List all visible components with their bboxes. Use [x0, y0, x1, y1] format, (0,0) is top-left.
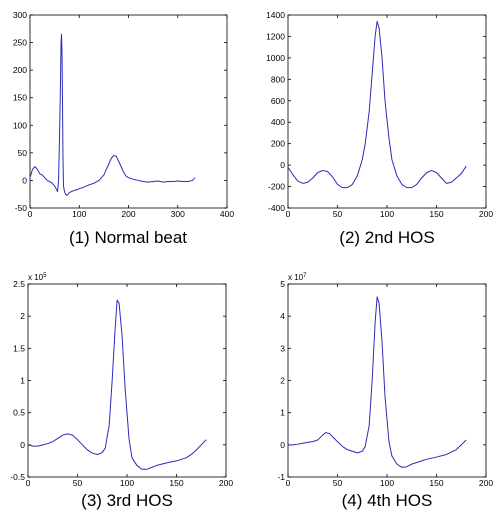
x-tick-label: 0 — [286, 478, 291, 488]
x-tick-label: 400 — [220, 209, 234, 219]
x-tick-label: 100 — [72, 209, 86, 219]
y-tick-label: -400 — [268, 203, 285, 213]
x-tick-label: 0 — [286, 209, 291, 219]
x-tick-label: 200 — [219, 478, 233, 488]
panel-3rd-hos: 0 50 100 150 200-0.500.511.522.5 x 105 (3) 3… — [10, 273, 233, 510]
exponent-power: 5 — [43, 273, 47, 279]
y-tick-label: 0 — [20, 440, 25, 450]
y-tick-label: 300 — [13, 10, 27, 20]
y-tick-label: 5 — [280, 279, 285, 289]
x-tick-label: 100 — [380, 478, 394, 488]
y-tick-label: 0 — [280, 160, 285, 170]
x-tick-label: 200 — [121, 209, 135, 219]
y-tick-label: 2 — [20, 311, 25, 321]
y-tick-label: 600 — [271, 96, 285, 106]
y-tick-label: 4 — [280, 311, 285, 321]
panel-caption: (2) 2nd HOS — [339, 228, 434, 247]
x-tick-label: 150 — [429, 478, 443, 488]
tick-group: 0 50 100 150 200-0.500.511.522.5 — [10, 279, 233, 488]
plot-frame — [27, 283, 227, 478]
y-tick-label: -1 — [277, 472, 285, 482]
y-tick-label: 3 — [280, 343, 285, 353]
x-tick-label: 50 — [333, 209, 343, 219]
y-tick-label: 50 — [18, 148, 28, 158]
y-tick-label: 0 — [280, 440, 285, 450]
x-tick-label: 50 — [73, 478, 83, 488]
y-tick-label: 1000 — [266, 53, 285, 63]
y-tick-label: 100 — [13, 120, 27, 130]
y-tick-label: 1 — [20, 376, 25, 386]
y-tick-label: -50 — [15, 203, 28, 213]
y-tick-label: 800 — [271, 74, 285, 84]
y-tick-label: 2.5 — [13, 279, 25, 289]
exponent-base: x 10 — [288, 273, 304, 282]
panel-2nd-hos: 0 50 100 150 200 -400 -200 0 200 400 600 800 1000 120… — [266, 10, 493, 247]
series-line — [29, 33, 196, 196]
exponent-power: 7 — [303, 273, 307, 279]
y-tick-label: 1400 — [266, 10, 285, 20]
x-tick-label: 50 — [333, 478, 343, 488]
x-tick-label: 300 — [171, 209, 185, 219]
x-tick-label: 200 — [479, 478, 493, 488]
y-tick-label: 0 — [22, 175, 27, 185]
tick-group: 0 50 100 150 200 -400 -200 0 200 400 600 800 1000 120… — [266, 10, 493, 219]
series-line — [287, 20, 467, 189]
y-tick-label: 150 — [13, 93, 27, 103]
series-line — [288, 296, 467, 468]
series-line — [27, 299, 207, 470]
axis-exponent: x 105 — [28, 273, 47, 282]
y-tick-label: 400 — [271, 117, 285, 127]
plot-frame — [287, 14, 487, 209]
x-tick-label: 200 — [479, 209, 493, 219]
y-tick-label: 2 — [280, 376, 285, 386]
x-tick-label: 0 — [28, 209, 33, 219]
y-tick-label: 200 — [271, 139, 285, 149]
y-tick-label: 0.5 — [13, 408, 25, 418]
y-tick-label: 1 — [280, 408, 285, 418]
y-tick-label: 1.5 — [13, 343, 25, 353]
x-tick-label: 150 — [429, 209, 443, 219]
y-tick-label: 200 — [13, 65, 27, 75]
plot-frame — [287, 283, 487, 478]
panel-caption: (3) 3rd HOS — [81, 491, 173, 510]
y-tick-label: 1200 — [266, 31, 285, 41]
y-tick-label: -0.5 — [10, 472, 25, 482]
x-tick-label: 100 — [380, 209, 394, 219]
y-tick-label: 250 — [13, 38, 27, 48]
y-tick-label: -200 — [268, 182, 285, 192]
panel-caption: (4) 4th HOS — [342, 491, 433, 510]
x-tick-label: 100 — [120, 478, 134, 488]
exponent-base: x 10 — [28, 273, 44, 282]
x-tick-label: 0 — [26, 478, 31, 488]
axis-exponent: x 107 — [288, 273, 307, 282]
x-tick-label: 150 — [169, 478, 183, 488]
panel-caption: (1) Normal beat — [69, 228, 187, 247]
